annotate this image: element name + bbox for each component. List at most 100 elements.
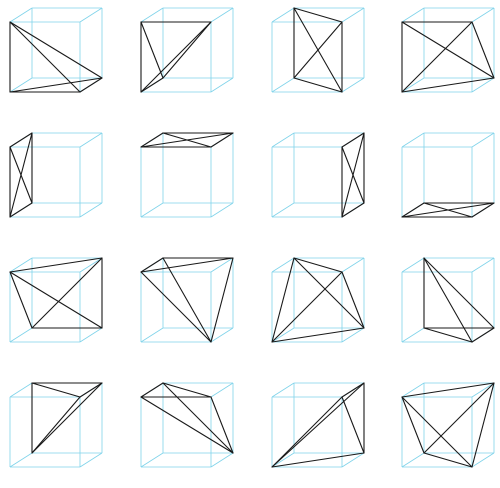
cube-edge: [341, 7, 365, 23]
tetrahedron-edge: [162, 257, 212, 343]
tetrahedron-edge: [293, 7, 343, 23]
cube-figure-13: [9, 382, 103, 468]
tetrahedron-edge: [9, 21, 103, 79]
cube-edge: [140, 452, 164, 468]
cube-figure-5: [9, 132, 103, 218]
tetrahedron-edge: [293, 257, 343, 273]
tetrahedron-edge: [271, 396, 343, 468]
cube-edge: [271, 257, 295, 273]
cube-edge: [471, 257, 495, 273]
tetrahedron-edge: [31, 382, 81, 398]
tetrahedron-edge: [210, 257, 234, 343]
tetrahedron-edge: [423, 257, 495, 329]
cube-edge: [271, 452, 295, 468]
cube-figure-9: [9, 257, 103, 343]
tetrahedron-edge: [9, 132, 33, 148]
tetrahedron-edge: [79, 77, 103, 93]
cube-edge: [210, 382, 234, 398]
tetrahedron-edge: [471, 202, 495, 218]
cube-edge: [9, 382, 33, 398]
tetrahedron-edge: [401, 77, 495, 93]
cube-edge: [271, 382, 295, 398]
tetrahedron-edge: [9, 257, 103, 273]
cube-edge: [140, 7, 164, 23]
tetrahedron-edge: [31, 396, 81, 454]
cube-figure-4: [401, 7, 495, 93]
cube-figure-8: [401, 132, 495, 218]
tetrahedron-edge: [140, 132, 164, 148]
cube-edge: [210, 327, 234, 343]
tetrahedron-edge: [140, 271, 212, 343]
tetrahedron-edge: [140, 396, 234, 454]
cube-edge: [341, 257, 365, 273]
tetrahedron-edge: [271, 327, 365, 343]
tetrahedron-edge: [31, 257, 103, 329]
tetrahedron-edge: [471, 327, 495, 343]
tetrahedron-edge: [9, 21, 81, 93]
cube-edge: [401, 132, 425, 148]
tetrahedron-edge: [401, 202, 425, 218]
cube-edge: [79, 452, 103, 468]
tetrahedron-edge: [471, 21, 495, 79]
cube-edge: [401, 452, 425, 468]
cube-edge: [271, 202, 295, 218]
tetrahedron-edge: [140, 257, 164, 273]
tetrahedron-edge: [140, 21, 212, 93]
cube-edge: [9, 77, 33, 93]
tetrahedron-edge: [341, 271, 365, 329]
cube-edge: [140, 202, 164, 218]
cube-edge: [79, 7, 103, 23]
cube-edge: [471, 382, 495, 398]
cube-edge: [401, 77, 425, 93]
cube-edge: [9, 257, 33, 273]
cube-edge: [401, 382, 425, 398]
cube-figure-3: [271, 7, 365, 93]
cube-edge: [9, 452, 33, 468]
tetrahedron-edge: [140, 382, 164, 398]
cube-edge: [271, 77, 295, 93]
cube-edge: [341, 452, 365, 468]
tetrahedron-edge: [293, 77, 343, 93]
cube-figure-15: [271, 382, 365, 468]
tetrahedron-edge: [9, 132, 33, 218]
tetrahedron-edge: [401, 396, 425, 454]
tetrahedron-edge: [293, 257, 365, 329]
tetrahedron-edge: [341, 396, 365, 454]
tetrahedron-edge: [423, 382, 495, 454]
cube-edge: [471, 77, 495, 93]
tetrahedron-edge: [341, 132, 365, 218]
tetrahedron-edge: [401, 202, 495, 218]
tetrahedron-edge: [9, 202, 33, 218]
tetrahedron-edge: [9, 271, 103, 329]
cube-edge: [210, 257, 234, 273]
tetrahedron-edge: [140, 257, 234, 273]
cube-edge: [9, 327, 33, 343]
cube-edge: [341, 327, 365, 343]
tetrahedron-edge: [401, 21, 495, 79]
cube-edge: [271, 7, 295, 23]
cube-figure-2: [140, 7, 234, 93]
tetrahedron-edge: [31, 382, 103, 454]
tetrahedron-edge: [423, 452, 473, 468]
tetrahedron-edge: [9, 271, 33, 329]
cube-edge: [79, 202, 103, 218]
cube-edge: [210, 202, 234, 218]
cube-edge: [271, 327, 295, 343]
cube-figure-12: [401, 257, 495, 343]
tetrahedron-edge: [341, 382, 365, 398]
tetrahedron-edge: [271, 271, 343, 343]
cube-figure-1: [9, 7, 103, 93]
cube-figure-10: [140, 257, 234, 343]
cube-edge: [401, 327, 425, 343]
cube-edge: [210, 7, 234, 23]
tetrahedron-edge: [162, 382, 212, 398]
cube-edge: [79, 327, 103, 343]
cube-edge: [401, 257, 425, 273]
tetrahedron-edge: [162, 382, 234, 454]
tetrahedron-edge: [423, 257, 473, 343]
cube-edge: [341, 77, 365, 93]
cube-edge: [140, 327, 164, 343]
cube-figure-11: [271, 257, 365, 343]
tetrahedron-edge: [341, 202, 365, 218]
tetrahedron-edge: [9, 77, 103, 93]
